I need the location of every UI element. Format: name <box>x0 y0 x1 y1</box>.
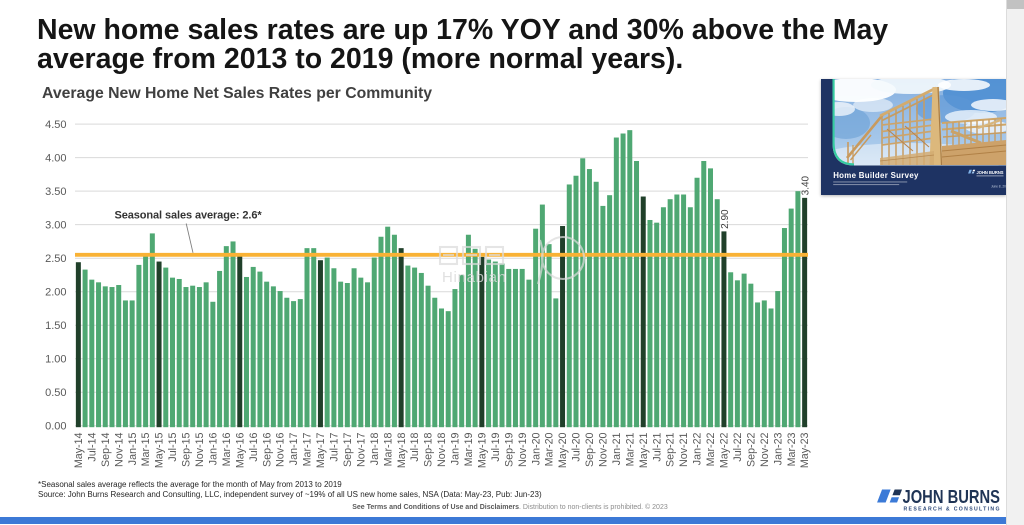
svg-text:Jan-15: Jan-15 <box>127 432 139 465</box>
svg-text:Seasonal sales average: 2.6*: Seasonal sales average: 2.6* <box>115 210 263 222</box>
svg-text:0.50: 0.50 <box>45 387 66 399</box>
svg-text:Sep-16: Sep-16 <box>261 432 273 467</box>
svg-text:Sep-14: Sep-14 <box>100 432 112 467</box>
svg-text:May-22: May-22 <box>719 432 731 468</box>
svg-text:Home Builder Survey: Home Builder Survey <box>833 171 919 180</box>
svg-text:1.00: 1.00 <box>45 354 66 366</box>
svg-text:May-14: May-14 <box>73 432 85 468</box>
svg-text:Jan-16: Jan-16 <box>207 432 219 465</box>
svg-text:Jul-18: Jul-18 <box>409 432 421 461</box>
svg-text:Jul-16: Jul-16 <box>248 432 260 461</box>
svg-text:Mar-18: Mar-18 <box>382 432 394 466</box>
svg-text:RESEARCH & CONSULTING: RESEARCH & CONSULTING <box>904 506 1000 512</box>
svg-text:JOHN BURNS: JOHN BURNS <box>903 487 1001 507</box>
svg-text:2.00: 2.00 <box>45 287 66 299</box>
svg-text:Mar-20: Mar-20 <box>544 432 556 466</box>
svg-text:Sep-20: Sep-20 <box>584 432 596 467</box>
svg-text:Jul-22: Jul-22 <box>732 432 744 461</box>
svg-text:Nov-14: Nov-14 <box>113 432 125 467</box>
svg-text:Jul-19: Jul-19 <box>490 432 502 461</box>
svg-text:Nov-18: Nov-18 <box>436 432 448 467</box>
svg-text:Jan-18: Jan-18 <box>369 432 381 465</box>
svg-text:May-15: May-15 <box>154 432 166 468</box>
svg-text:Nov-20: Nov-20 <box>597 432 609 467</box>
svg-text:Jan-19: Jan-19 <box>450 432 462 465</box>
svg-text:May-23: May-23 <box>799 432 811 468</box>
svg-text:Mar-19: Mar-19 <box>463 432 475 466</box>
svg-text:Mar-15: Mar-15 <box>140 432 152 466</box>
svg-text:Mar-16: Mar-16 <box>221 432 233 466</box>
svg-text:Sep-17: Sep-17 <box>342 432 354 467</box>
svg-text:Nov-21: Nov-21 <box>678 432 690 467</box>
svg-text:May-21: May-21 <box>638 432 650 468</box>
svg-text:0.00: 0.00 <box>45 421 66 433</box>
svg-text:Sep-18: Sep-18 <box>423 432 435 467</box>
svg-text:Nov-16: Nov-16 <box>275 432 287 467</box>
svg-text:2.90: 2.90 <box>720 209 731 229</box>
svg-text:May-17: May-17 <box>315 432 327 468</box>
svg-text:Hinabian: Hinabian <box>442 269 506 286</box>
svg-text:Mar-21: Mar-21 <box>624 432 636 466</box>
svg-text:Jan-21: Jan-21 <box>611 432 623 465</box>
svg-text:Mar-17: Mar-17 <box>302 432 314 466</box>
svg-text:1.50: 1.50 <box>45 320 66 332</box>
svg-text:Nov-19: Nov-19 <box>517 432 529 467</box>
svg-text:Nov-22: Nov-22 <box>759 432 771 467</box>
svg-text:Jul-17: Jul-17 <box>329 432 341 461</box>
svg-text:June 8, 2023: June 8, 2023 <box>991 185 1006 189</box>
svg-text:4.50: 4.50 <box>45 119 66 131</box>
svg-text:Jan-17: Jan-17 <box>288 432 300 465</box>
svg-text:4.00: 4.00 <box>45 153 66 165</box>
svg-text:May-20: May-20 <box>557 432 569 468</box>
svg-text:May-18: May-18 <box>396 432 408 468</box>
svg-text:3.40: 3.40 <box>801 175 812 195</box>
svg-text:Nov-15: Nov-15 <box>194 432 206 467</box>
svg-text:Jan-22: Jan-22 <box>692 432 704 465</box>
svg-text:Sep-22: Sep-22 <box>745 432 757 467</box>
svg-text:3.50: 3.50 <box>45 186 66 198</box>
svg-text:Jul-21: Jul-21 <box>651 432 663 461</box>
svg-text:2.50: 2.50 <box>45 253 66 265</box>
svg-text:Mar-22: Mar-22 <box>705 432 717 466</box>
svg-text:May-16: May-16 <box>234 432 246 468</box>
svg-text:Jan-23: Jan-23 <box>772 432 784 465</box>
svg-text:May-19: May-19 <box>476 432 488 468</box>
svg-text:Jul-14: Jul-14 <box>86 432 98 461</box>
svg-text:3.00: 3.00 <box>45 220 66 232</box>
svg-text:Jul-15: Jul-15 <box>167 432 179 461</box>
svg-text:Sep-15: Sep-15 <box>181 432 193 467</box>
svg-text:Mar-23: Mar-23 <box>786 432 798 466</box>
svg-text:JOHN BURNS: JOHN BURNS <box>977 170 1004 175</box>
svg-text:Jan-20: Jan-20 <box>530 432 542 465</box>
svg-text:Nov-17: Nov-17 <box>355 432 367 467</box>
svg-text:Jul-20: Jul-20 <box>571 432 583 461</box>
svg-text:Sep-19: Sep-19 <box>503 432 515 467</box>
svg-text:Sep-21: Sep-21 <box>665 432 677 467</box>
